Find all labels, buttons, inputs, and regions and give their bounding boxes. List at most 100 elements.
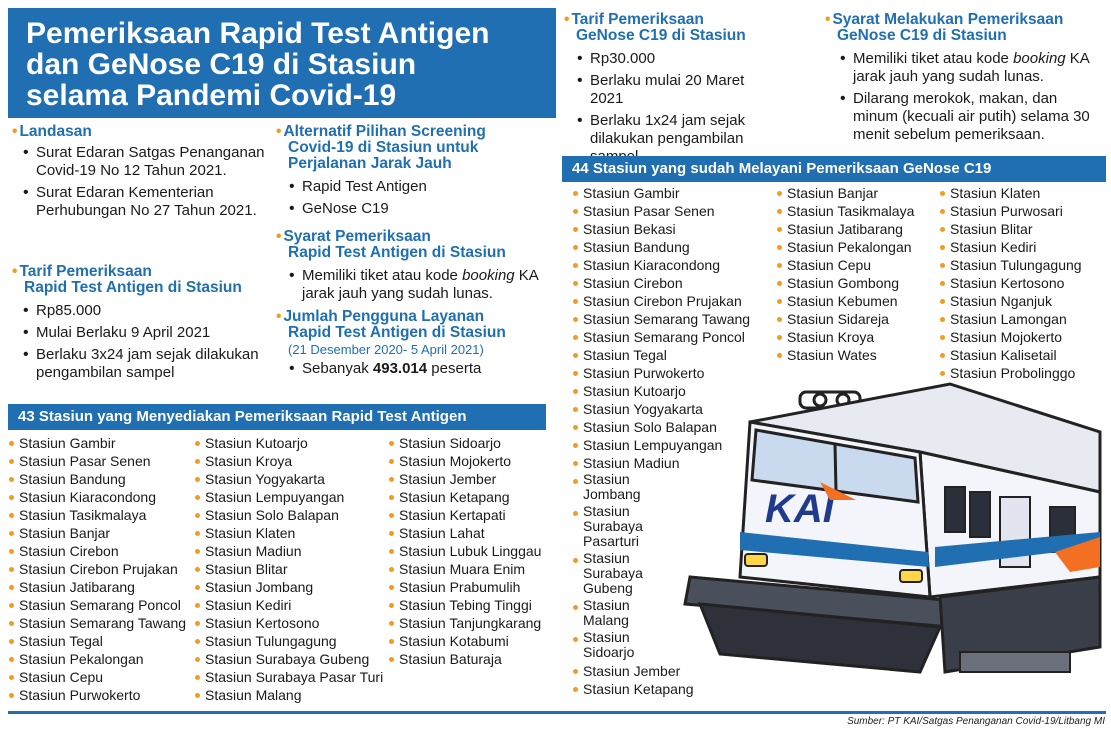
tarif-antigen-list: Rp85.000 Mulai Berlaku 9 April 2021 Berl… [22, 302, 267, 382]
antigen-col-1: Stasiun Gambir Stasiun Pasar Senen Stasi… [8, 434, 193, 704]
list-item: Stasiun Jombang [194, 578, 384, 596]
syarat-genose-heading: • Syarat Melakukan Pemeriksaan [825, 11, 1064, 28]
list-item: Stasiun Malang [572, 598, 645, 628]
alternatif-heading-3: Perjalanan Jarak Jauh [288, 155, 452, 172]
train-front-stripe [740, 532, 929, 567]
list-item: Stasiun Semarang Poncol [572, 328, 772, 346]
list-item: Stasiun Jatibarang [776, 220, 936, 238]
list-item: Stasiun Kotabumi [388, 632, 553, 650]
headlight [899, 569, 923, 583]
list-item: Stasiun Solo Balapan [194, 506, 384, 524]
list-item: Stasiun Sidoarjo [572, 630, 645, 660]
list-item: Stasiun Banjar [776, 184, 936, 202]
list-item: Stasiun Cirebon Prujakan [572, 292, 772, 310]
alternatif-list: Rapid Test Antigen GeNose C19 [288, 178, 556, 218]
list-item: Berlaku 3x24 jam sejak dilakukan pengamb… [22, 346, 267, 382]
tarif-genose-list: Rp30.000 Berlaku mulai 20 Maret 2021 Ber… [576, 50, 781, 166]
list-item: Stasiun Probolinggo [939, 364, 1104, 382]
list-item: Stasiun Mojokerto [939, 328, 1104, 346]
title-line-3: selama Pandemi Covid-19 [26, 79, 397, 112]
list-item: Stasiun Pasar Senen [572, 202, 772, 220]
list-item: Rapid Test Antigen [288, 178, 556, 196]
list-item: Stasiun Blitar [939, 220, 1104, 238]
train-stripe-orange [1055, 537, 1100, 572]
tarif-antigen-section: • Tarif Pemeriksaan Rapid Test Antigen di… [12, 264, 267, 386]
list-item: Stasiun Cirebon Prujakan [8, 560, 193, 578]
list-item: Stasiun Lamongan [939, 310, 1104, 328]
list-item: Stasiun Bekasi [572, 220, 772, 238]
title-line-1: Pemeriksaan Rapid Test Antigen [26, 17, 490, 50]
list-item: Stasiun Kutoarjo [194, 434, 384, 452]
list-item: Berlaku mulai 20 Maret 2021 [576, 72, 781, 108]
list-item: Stasiun Banjar [8, 524, 193, 542]
list-item: Stasiun Sidoarjo [388, 434, 553, 452]
antigen-stations-heading: 43 Stasiun yang Menyediakan Pemeriksaan … [8, 404, 546, 430]
headlight [744, 553, 768, 567]
list-item: Stasiun Bandung [572, 238, 772, 256]
genose-stations-heading: 44 Stasiun yang sudah Melayani Pemeriksa… [562, 156, 1106, 182]
list-item: Stasiun Lahat [388, 524, 553, 542]
tarif-antigen-heading: • Tarif Pemeriksaan [12, 263, 152, 280]
list-item: Stasiun Gombong [776, 274, 936, 292]
list-item: Stasiun Tasikmalaya [776, 202, 936, 220]
source-credit: Sumber: PT KAI/Satgas Penanganan Covid-1… [847, 716, 1105, 727]
list-item: Stasiun Blitar [194, 560, 384, 578]
list-item: Stasiun Yogyakarta [194, 470, 384, 488]
list-item: Surat Edaran Satgas Penanganan Covid-19 … [22, 144, 267, 180]
list-item: Stasiun Semarang Tawang [8, 614, 193, 632]
footer-divider [8, 711, 1106, 714]
list-item: Stasiun Kroya [194, 452, 384, 470]
list-item: Dilarang merokok, makan, dan minum (kecu… [839, 90, 1097, 144]
list-item: Rp85.000 [22, 302, 267, 320]
syarat-genose-section: • Syarat Melakukan Pemeriksaan GeNose C19… [825, 12, 1105, 148]
list-item: Stasiun Pekalongan [776, 238, 936, 256]
landasan-heading: • Landasan [12, 123, 92, 140]
title-banner: Pemeriksaan Rapid Test Antigen dan GeNos… [8, 8, 556, 118]
list-item: Stasiun Gambir [8, 434, 193, 452]
list-item: Stasiun Purwokerto [8, 686, 193, 704]
list-item: Stasiun Kutoarjo [572, 382, 772, 400]
list-item: Stasiun Tanjungkarang [388, 614, 553, 632]
jumlah-period: (21 Desember 2020- 5 April 2021) [288, 342, 484, 357]
train-chassis [697, 602, 943, 674]
jumlah-list: Sebanyak 493.014 peserta [288, 360, 556, 378]
list-item: Stasiun Kertosono [939, 274, 1104, 292]
list-item: Stasiun Kediri [939, 238, 1104, 256]
list-item: Stasiun Madiun [194, 542, 384, 560]
list-item: Stasiun Kiaracondong [572, 256, 772, 274]
list-item: Stasiun Sidareja [776, 310, 936, 328]
train-bogie [959, 651, 1071, 673]
list-item: Stasiun Mojokerto [388, 452, 553, 470]
kai-logo-accent [820, 482, 856, 500]
list-item: Stasiun Bandung [8, 470, 193, 488]
genose-col-1: Stasiun Gambir Stasiun Pasar Senen Stasi… [572, 184, 772, 698]
landasan-list: Surat Edaran Satgas Penanganan Covid-19 … [22, 144, 267, 220]
list-item: Stasiun Nganjuk [939, 292, 1104, 310]
kai-logo: KAI [765, 487, 835, 531]
list-item: Stasiun Lubuk Linggau [388, 542, 553, 560]
list-item: Stasiun Kertosono [194, 614, 384, 632]
antigen-col-2: Stasiun Kutoarjo Stasiun Kroya Stasiun Y… [194, 434, 384, 704]
list-item: Stasiun Tegal [572, 346, 772, 364]
list-item: Stasiun Cirebon [572, 274, 772, 292]
list-item: Stasiun Ketapang [388, 488, 553, 506]
list-item: Stasiun Gambir [572, 184, 772, 202]
list-item: Stasiun Cepu [8, 668, 193, 686]
list-item: Stasiun Tulungagung [194, 632, 384, 650]
list-item: Stasiun Wates [776, 346, 936, 364]
list-item: Stasiun Baturaja [388, 650, 553, 668]
list-item: Stasiun Kiaracondong [8, 488, 193, 506]
list-item: Stasiun Kroya [776, 328, 936, 346]
list-item: Memiliki tiket atau kode booking KA jara… [839, 50, 1097, 86]
list-item: Surat Edaran Kementerian Perhubungan No … [22, 184, 267, 220]
train-stripe-blue [935, 532, 1100, 567]
alternatif-section: • Alternatif Pilihan Screening Covid-19 d… [276, 124, 556, 222]
syarat-antigen-heading: • Syarat Pemeriksaan [276, 228, 431, 245]
jumlah-section: • Jumlah Pengguna Layanan Rapid Test Anti… [276, 309, 556, 382]
list-item: Stasiun Klaten [194, 524, 384, 542]
tarif-antigen-heading-2: Rapid Test Antigen di Stasiun [24, 279, 242, 296]
list-item: Stasiun Purwosari [939, 202, 1104, 220]
list-item: Stasiun Kertapati [388, 506, 553, 524]
list-item: Stasiun Cirebon [8, 542, 193, 560]
title-line-2: dan GeNose C19 di Stasiun [26, 48, 417, 81]
